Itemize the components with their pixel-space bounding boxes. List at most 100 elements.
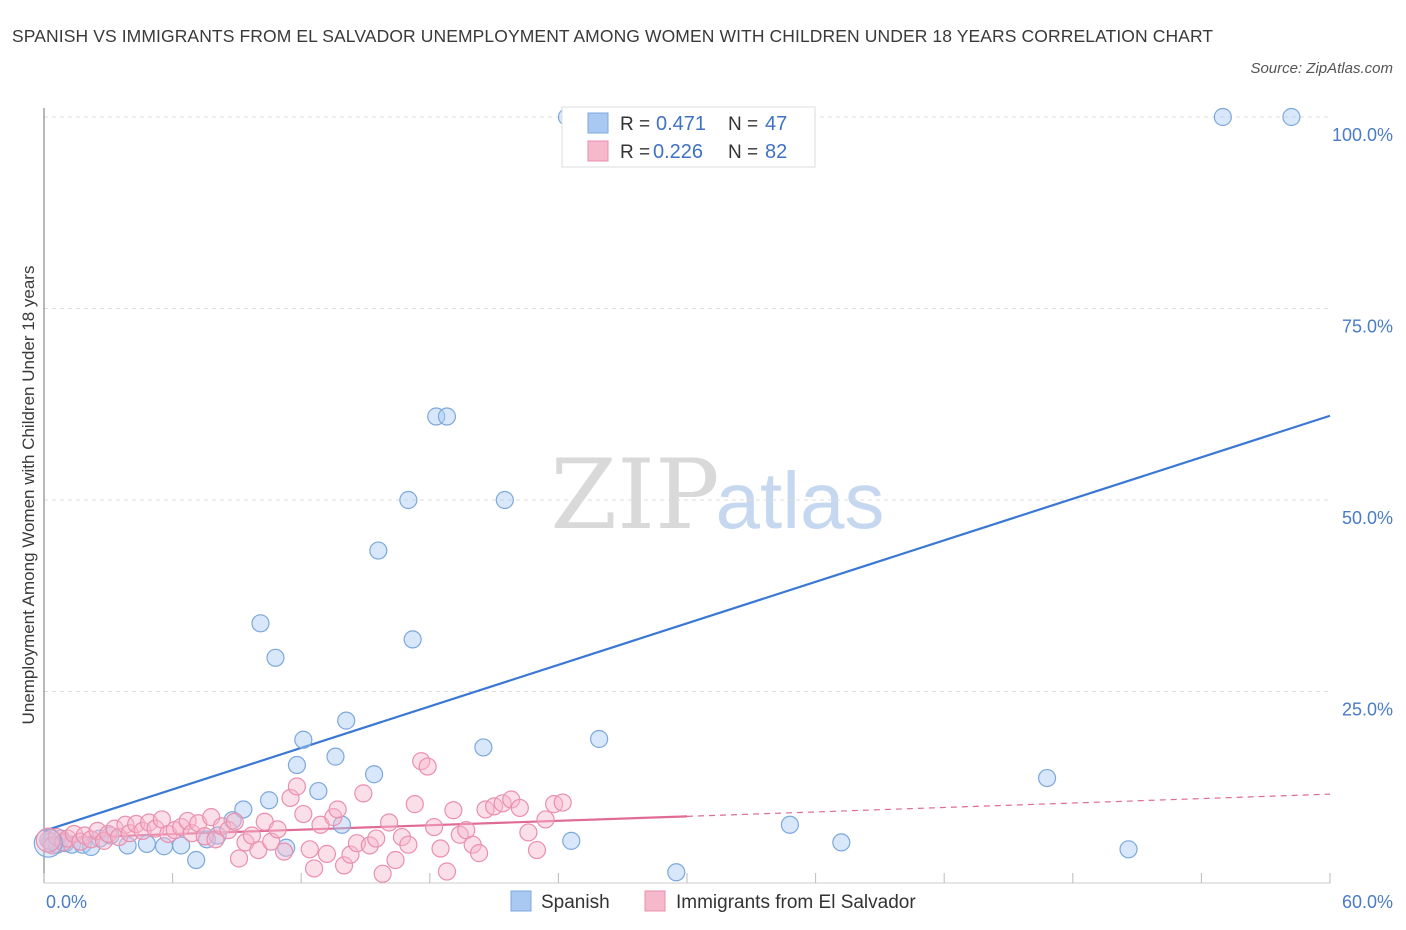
- bottom-legend-label-spanish: Spanish: [541, 892, 610, 913]
- trend-line-spanish: [43, 414, 1331, 832]
- legend-n-label-1: N =: [728, 114, 758, 135]
- y-tick-labels: 100.0% 75.0% 50.0% 25.0%: [1332, 125, 1393, 720]
- point-spanish-38: [590, 729, 609, 749]
- point-el-salvador-64: [424, 817, 444, 837]
- point-el-salvador-27: [195, 827, 214, 846]
- point-spanish-31: [403, 630, 422, 649]
- x-tick-label-max: 60.0%: [1342, 892, 1393, 912]
- point-el-salvador-79: [536, 810, 555, 829]
- trend-line-el-salvador: [43, 815, 688, 840]
- bottom-legend-swatch-spanish: [510, 890, 532, 912]
- legend-r-value-1: 0.471: [656, 113, 706, 135]
- point-el-salvador-63: [418, 757, 437, 776]
- point-spanish-20: [266, 648, 285, 667]
- point-el-salvador-56: [373, 864, 392, 883]
- point-el-salvador-cluster: [35, 827, 61, 853]
- point-el-salvador-39: [268, 820, 287, 839]
- point-spanish-44: [1119, 840, 1138, 859]
- point-el-salvador-40: [274, 842, 294, 861]
- y-tick-label-25: 25.0%: [1342, 700, 1393, 720]
- point-el-salvador-36: [249, 840, 268, 860]
- point-el-salvador-43: [294, 804, 313, 824]
- point-el-salvador-33: [229, 849, 249, 868]
- legend-n-value-1: 47: [765, 113, 787, 135]
- watermark-zip: ZIP: [550, 439, 719, 551]
- point-spanish-37: [562, 831, 581, 850]
- point-el-salvador-61: [405, 795, 424, 814]
- legend-r-label-1: R =: [620, 114, 650, 135]
- chart-title: SPANISH VS IMMIGRANTS FROM EL SALVADOR U…: [12, 26, 1214, 46]
- point-spanish-45: [1213, 107, 1232, 127]
- point-spanish-23: [294, 730, 313, 749]
- x-tick-label-min: 0.0%: [46, 892, 87, 912]
- point-spanish-19: [259, 791, 279, 810]
- point-el-salvador-49: [328, 800, 347, 819]
- point-spanish-29: [369, 541, 388, 560]
- point-el-salvador-32: [225, 812, 244, 831]
- y-tick-label-50: 50.0%: [1342, 508, 1393, 528]
- legend-n-label-2: N =: [728, 142, 758, 163]
- bottom-legend-label-el-salvador: Immigrants from El Salvador: [676, 892, 916, 913]
- point-el-salvador-53: [354, 784, 373, 803]
- point-el-salvador-65: [431, 839, 450, 858]
- point-el-salvador-66: [437, 862, 457, 881]
- data-points: [33, 107, 1301, 883]
- gridlines: [44, 116, 1330, 692]
- point-spanish-32: [427, 407, 446, 426]
- point-el-salvador-54: [360, 836, 379, 855]
- point-spanish-13: [187, 850, 206, 870]
- legend-r-label-2: R =: [620, 142, 650, 163]
- point-spanish-12: [172, 836, 191, 855]
- point-el-salvador-1: [43, 836, 62, 855]
- point-spanish-18: [251, 614, 270, 633]
- trend-line-el-salvador-projection: [686, 793, 1331, 817]
- point-spanish-33: [437, 407, 457, 426]
- y-tick-label-75: 75.0%: [1342, 317, 1393, 337]
- point-spanish-22: [287, 755, 307, 775]
- point-el-salvador-60: [399, 835, 418, 854]
- point-el-salvador-55: [367, 829, 386, 848]
- legend-swatch-spanish: [587, 112, 609, 134]
- point-el-salvador-74: [493, 794, 512, 813]
- legend-n-value-2: 82: [765, 141, 787, 163]
- legend-swatch-el-salvador: [587, 140, 609, 162]
- point-el-salvador-44: [300, 840, 319, 859]
- series-legend: Spanish Immigrants from El Salvador: [510, 890, 916, 913]
- point-el-salvador-67: [444, 801, 463, 820]
- trend-lines: [43, 414, 1331, 840]
- y-tick-label-100: 100.0%: [1332, 125, 1393, 145]
- point-el-salvador-81: [553, 793, 572, 812]
- point-el-salvador-45: [304, 859, 324, 878]
- point-spanish-46: [1282, 107, 1301, 127]
- point-el-salvador-71: [469, 844, 489, 863]
- point-spanish-35: [495, 490, 514, 510]
- point-el-salvador-77: [519, 823, 538, 842]
- point-el-salvador-51: [341, 845, 360, 864]
- point-el-salvador-78: [527, 840, 547, 860]
- point-spanish-43: [1037, 768, 1057, 788]
- stats-legend: R = 0.471 N = 47 R = 0.226 N = 82: [561, 106, 816, 168]
- point-el-salvador-47: [317, 844, 337, 863]
- chart-source: Source: ZipAtlas.com: [1250, 60, 1393, 77]
- point-el-salvador-68: [450, 825, 469, 844]
- y-axis-title: Unemployment Among Women with Children U…: [19, 266, 38, 725]
- point-spanish-42: [832, 833, 851, 852]
- point-spanish-27: [337, 711, 356, 730]
- bottom-legend-swatch-el-salvador: [644, 890, 666, 912]
- point-spanish-39: [667, 863, 686, 882]
- point-el-salvador-41: [281, 788, 300, 808]
- point-spanish-24: [309, 781, 328, 801]
- point-spanish-34: [474, 738, 493, 757]
- point-el-salvador-76: [510, 798, 529, 818]
- point-el-salvador-58: [386, 850, 405, 870]
- x-axis-ticks: [43, 873, 1331, 883]
- watermark: ZIP atlas: [550, 439, 884, 551]
- point-el-salvador-50: [334, 856, 354, 875]
- legend-r-value-2: 0.226: [653, 141, 703, 163]
- point-el-salvador-57: [379, 813, 399, 832]
- point-spanish-41: [780, 815, 799, 834]
- point-spanish-25: [326, 747, 345, 766]
- point-el-salvador-42: [287, 777, 307, 796]
- point-spanish-30: [399, 490, 418, 510]
